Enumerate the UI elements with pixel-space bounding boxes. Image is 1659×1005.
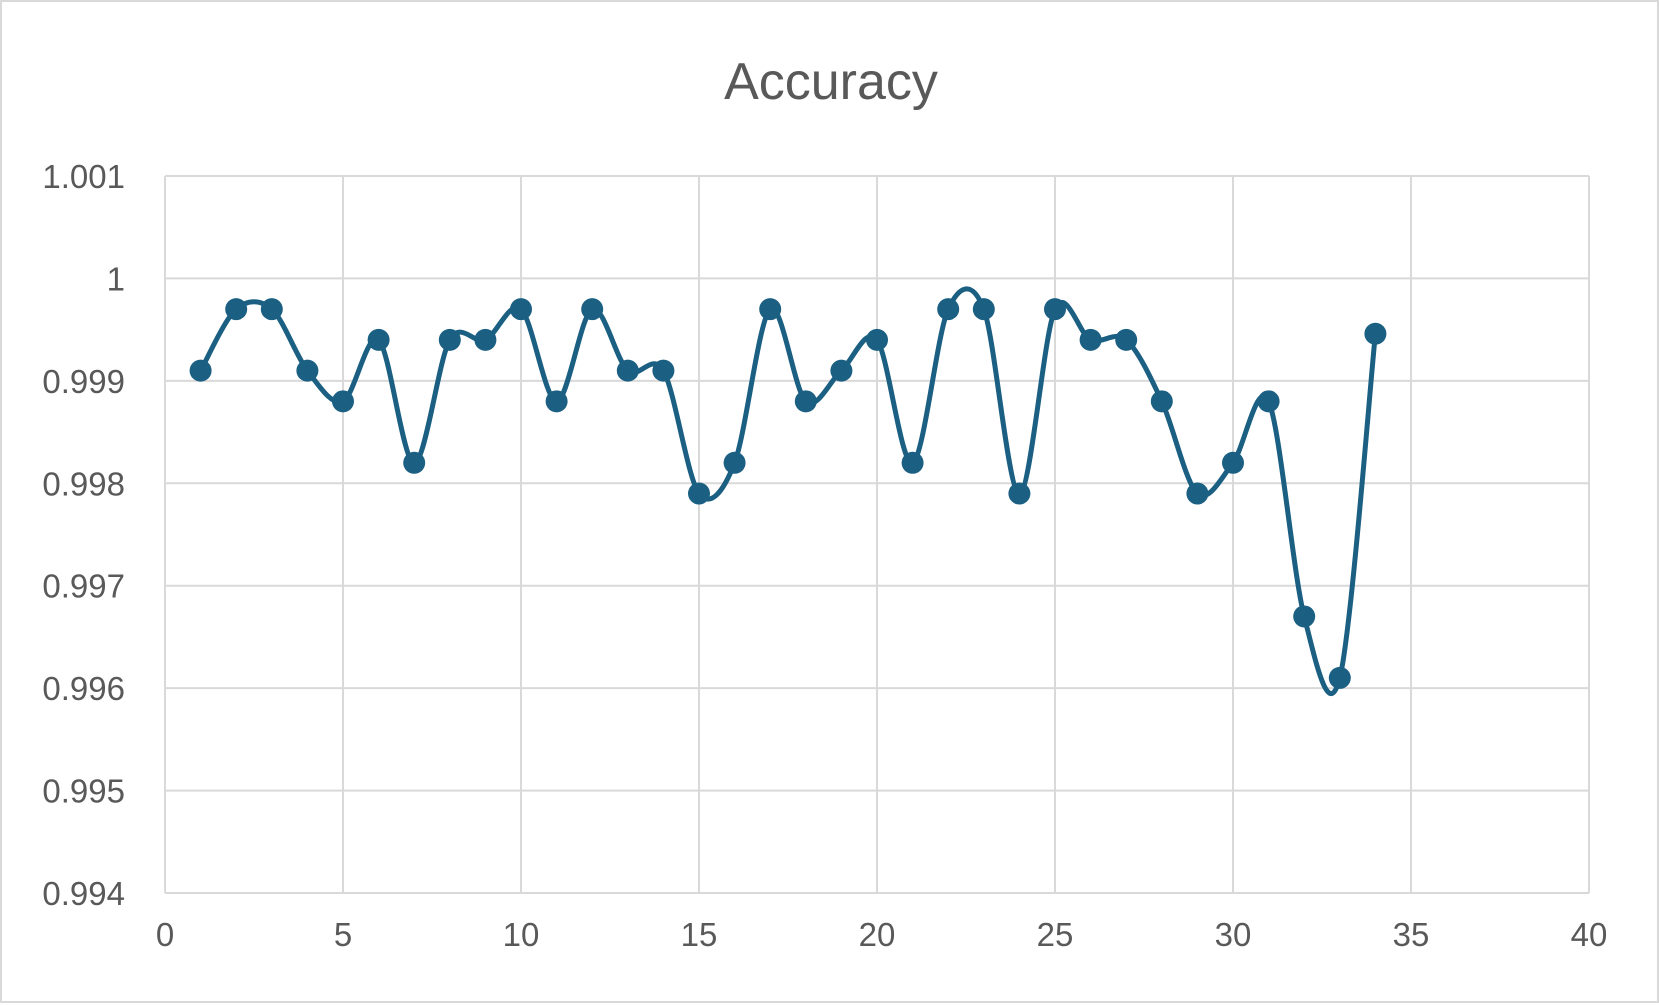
- data-point: [688, 482, 710, 505]
- data-point: [1257, 390, 1280, 413]
- data-point: [581, 298, 604, 321]
- grid: [164, 175, 1590, 894]
- data-point: [830, 359, 853, 382]
- y-tick-label: 0.994: [42, 875, 125, 912]
- x-tick-label: 10: [503, 916, 540, 953]
- x-tick-label: 40: [1571, 916, 1608, 953]
- data-point: [1008, 482, 1031, 505]
- x-tick-label: 30: [1215, 916, 1252, 953]
- x-tick-label: 0: [156, 916, 174, 953]
- data-point: [1079, 328, 1102, 351]
- data-point: [937, 298, 960, 321]
- chart-title: Accuracy: [724, 53, 938, 111]
- x-tick-label: 35: [1393, 916, 1430, 953]
- data-point: [296, 359, 319, 382]
- y-tick-label: 1.001: [42, 158, 125, 195]
- data-point: [1186, 482, 1209, 505]
- data-point: [723, 451, 746, 474]
- y-tick-label: 1: [107, 260, 125, 297]
- data-point: [1222, 451, 1244, 474]
- data-point: [260, 298, 283, 321]
- data-point: [1150, 390, 1173, 413]
- data-point: [438, 328, 461, 351]
- x-tick-label: 5: [334, 916, 352, 953]
- axis-labels: 0 5 10 15 20 25 30 35 40 0.994 0.995 0.996 0.997 0.99…: [42, 158, 1607, 953]
- y-tick-label: 0.996: [42, 670, 125, 707]
- y-tick-label: 0.997: [42, 568, 125, 605]
- data-point: [189, 359, 212, 382]
- data-point: [225, 298, 248, 321]
- data-point: [972, 298, 995, 321]
- data-point: [1293, 605, 1316, 628]
- x-tick-label: 20: [859, 916, 896, 953]
- data-point: [1044, 298, 1066, 321]
- data-point: [403, 451, 426, 474]
- data-point: [367, 328, 390, 351]
- y-tick-label: 0.998: [42, 465, 125, 502]
- data-points: [189, 298, 1387, 689]
- y-tick-label: 0.995: [42, 773, 125, 810]
- data-point: [759, 298, 782, 321]
- data-point: [866, 328, 888, 351]
- data-point: [901, 451, 924, 474]
- data-point: [1364, 322, 1387, 345]
- data-point: [1115, 328, 1138, 351]
- x-tick-label: 25: [1037, 916, 1074, 953]
- x-tick-label: 15: [681, 916, 718, 953]
- y-tick-label: 0.999: [42, 363, 125, 400]
- data-point: [616, 359, 639, 382]
- data-point: [510, 298, 532, 321]
- data-point: [545, 390, 568, 413]
- data-point: [332, 390, 354, 413]
- data-point: [794, 390, 817, 413]
- data-point: [1328, 666, 1351, 689]
- data-point: [474, 328, 497, 351]
- data-point: [652, 359, 675, 382]
